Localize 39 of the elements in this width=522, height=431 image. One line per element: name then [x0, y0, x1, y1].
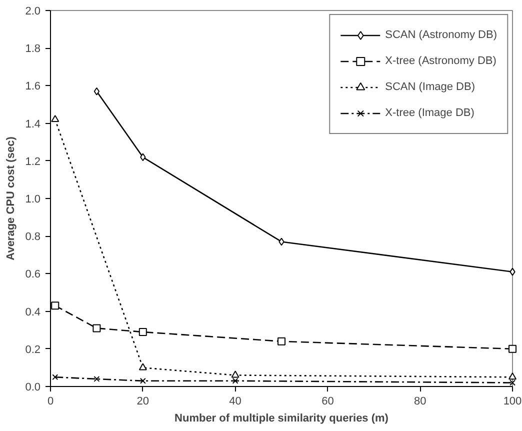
legend-label: X-tree (Image DB): [385, 107, 474, 119]
y-tick-label: 0.6: [25, 268, 41, 281]
point: [52, 374, 58, 380]
point: [231, 370, 240, 378]
legend-label: X-tree (Astronomy DB): [385, 55, 496, 67]
y-tick-label: 0.2: [25, 344, 41, 356]
x-tick-label: 100: [503, 396, 522, 408]
point: [510, 268, 516, 276]
y-tick-label: 0.0: [25, 382, 41, 394]
y-axis-title: Average CPU cost (sec): [5, 136, 18, 260]
x-axis-title: Number of multiple similarity queries (m): [174, 412, 389, 424]
y-tick-label: 0.4: [25, 306, 41, 318]
y-tick-label: 1.0: [25, 194, 41, 206]
point: [51, 302, 60, 310]
y-tick-label: 1.6: [25, 80, 41, 93]
y-tick-label: 0.8: [25, 231, 41, 244]
point: [508, 372, 516, 380]
point: [94, 376, 100, 382]
y-tick-label: 1.8: [25, 43, 41, 56]
x-tick-label: 80: [414, 396, 426, 408]
x-tick-label: 40: [229, 396, 242, 408]
y-tick-label: 1.4: [25, 118, 41, 130]
x-tick-label: 0: [47, 396, 54, 408]
x-tick-label: 60: [322, 396, 334, 408]
point: [140, 153, 146, 162]
point: [278, 337, 286, 346]
point: [278, 238, 284, 246]
point: [508, 344, 516, 353]
y-tick-label: 2.0: [25, 6, 41, 18]
legend-label: SCAN (Image DB): [385, 81, 475, 93]
point: [92, 324, 101, 332]
x-tick-label: 20: [136, 396, 150, 408]
point: [138, 363, 147, 370]
legend-label: SCAN (Astronomy DB): [385, 29, 497, 41]
y-tick-label: 1.2: [25, 156, 41, 168]
point: [232, 378, 238, 384]
point: [94, 87, 100, 96]
point: [140, 378, 146, 384]
point: [138, 328, 147, 336]
